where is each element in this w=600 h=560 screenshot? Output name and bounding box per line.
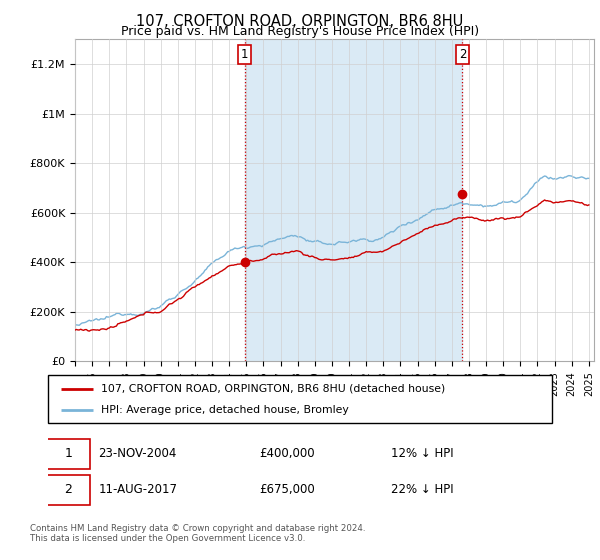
Text: Contains HM Land Registry data © Crown copyright and database right 2024.
This d: Contains HM Land Registry data © Crown c… (30, 524, 365, 543)
Text: 1: 1 (64, 447, 72, 460)
FancyBboxPatch shape (47, 475, 90, 505)
Text: 22% ↓ HPI: 22% ↓ HPI (391, 483, 454, 497)
Text: Price paid vs. HM Land Registry's House Price Index (HPI): Price paid vs. HM Land Registry's House … (121, 25, 479, 38)
FancyBboxPatch shape (47, 438, 90, 469)
Text: 1: 1 (241, 48, 248, 61)
Text: HPI: Average price, detached house, Bromley: HPI: Average price, detached house, Brom… (101, 405, 349, 415)
Text: 12% ↓ HPI: 12% ↓ HPI (391, 447, 454, 460)
Text: £400,000: £400,000 (260, 447, 316, 460)
Text: 2: 2 (64, 483, 72, 497)
Text: £675,000: £675,000 (260, 483, 316, 497)
Bar (245, 39, 463, 361)
Text: 2: 2 (459, 48, 466, 61)
Text: 23-NOV-2004: 23-NOV-2004 (98, 447, 177, 460)
Text: 11-AUG-2017: 11-AUG-2017 (98, 483, 178, 497)
Text: 107, CROFTON ROAD, ORPINGTON, BR6 8HU (detached house): 107, CROFTON ROAD, ORPINGTON, BR6 8HU (d… (101, 384, 445, 394)
Text: 107, CROFTON ROAD, ORPINGTON, BR6 8HU: 107, CROFTON ROAD, ORPINGTON, BR6 8HU (136, 14, 464, 29)
